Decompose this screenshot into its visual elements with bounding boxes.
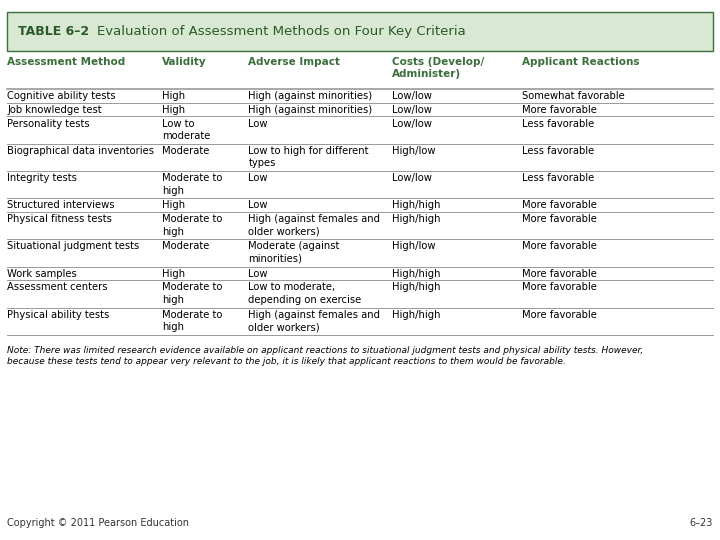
Text: Moderate (against
minorities): Moderate (against minorities) xyxy=(248,241,340,264)
Text: High (against females and
older workers): High (against females and older workers) xyxy=(248,214,380,237)
Text: High (against females and
older workers): High (against females and older workers) xyxy=(248,309,380,332)
Text: Validity: Validity xyxy=(162,57,207,67)
Text: Moderate to
high: Moderate to high xyxy=(162,309,222,332)
Text: High/high: High/high xyxy=(392,269,441,279)
Text: High/high: High/high xyxy=(392,309,441,320)
Text: Less favorable: Less favorable xyxy=(522,173,594,183)
Text: Low: Low xyxy=(248,173,268,183)
Text: Moderate to
high: Moderate to high xyxy=(162,214,222,237)
Text: Moderate: Moderate xyxy=(162,241,210,252)
Text: Moderate: Moderate xyxy=(162,146,210,156)
Text: High: High xyxy=(162,91,185,102)
Text: Work samples: Work samples xyxy=(7,269,77,279)
Text: More favorable: More favorable xyxy=(522,309,597,320)
Text: Low/low: Low/low xyxy=(392,91,432,102)
Text: Moderate to
high: Moderate to high xyxy=(162,282,222,305)
Text: Physical ability tests: Physical ability tests xyxy=(7,309,109,320)
Text: Low to high for different
types: Low to high for different types xyxy=(248,146,369,168)
Text: Assessment centers: Assessment centers xyxy=(7,282,108,292)
Text: More favorable: More favorable xyxy=(522,282,597,292)
Text: Note: There was limited research evidence available on applicant reactions to si: Note: There was limited research evidenc… xyxy=(7,346,644,367)
Text: High/high: High/high xyxy=(392,214,441,224)
Text: High (against minorities): High (against minorities) xyxy=(248,105,372,115)
Text: High/high: High/high xyxy=(392,200,441,211)
Text: High: High xyxy=(162,200,185,211)
Text: Low/low: Low/low xyxy=(392,105,432,115)
Text: More favorable: More favorable xyxy=(522,241,597,252)
Text: Low to
moderate: Low to moderate xyxy=(162,119,210,141)
Text: Situational judgment tests: Situational judgment tests xyxy=(7,241,140,252)
Text: Somewhat favorable: Somewhat favorable xyxy=(522,91,625,102)
Text: Personality tests: Personality tests xyxy=(7,119,90,129)
Text: More favorable: More favorable xyxy=(522,214,597,224)
Text: Structured interviews: Structured interviews xyxy=(7,200,114,211)
Text: Job knowledge test: Job knowledge test xyxy=(7,105,102,115)
Text: Low/low: Low/low xyxy=(392,173,432,183)
Text: Costs (Develop/
Administer): Costs (Develop/ Administer) xyxy=(392,57,485,79)
Text: More favorable: More favorable xyxy=(522,200,597,211)
Text: Adverse Impact: Adverse Impact xyxy=(248,57,341,67)
Text: Copyright © 2011 Pearson Education: Copyright © 2011 Pearson Education xyxy=(7,518,189,528)
Text: 6–23: 6–23 xyxy=(690,518,713,528)
Text: High/low: High/low xyxy=(392,146,436,156)
Text: Less favorable: Less favorable xyxy=(522,146,594,156)
FancyBboxPatch shape xyxy=(7,12,713,51)
Text: Less favorable: Less favorable xyxy=(522,119,594,129)
Text: High/low: High/low xyxy=(392,241,436,252)
Text: Moderate to
high: Moderate to high xyxy=(162,173,222,195)
Text: Low/low: Low/low xyxy=(392,119,432,129)
Text: High: High xyxy=(162,269,185,279)
Text: Evaluation of Assessment Methods on Four Key Criteria: Evaluation of Assessment Methods on Four… xyxy=(97,25,466,38)
Text: More favorable: More favorable xyxy=(522,105,597,115)
Text: Biographical data inventories: Biographical data inventories xyxy=(7,146,154,156)
Text: Applicant Reactions: Applicant Reactions xyxy=(522,57,639,67)
Text: Low: Low xyxy=(248,119,268,129)
Text: Physical fitness tests: Physical fitness tests xyxy=(7,214,112,224)
Text: High: High xyxy=(162,105,185,115)
Text: Integrity tests: Integrity tests xyxy=(7,173,77,183)
Text: Assessment Method: Assessment Method xyxy=(7,57,125,67)
Text: High (against minorities): High (against minorities) xyxy=(248,91,372,102)
Text: High/high: High/high xyxy=(392,282,441,292)
Text: TABLE 6–2: TABLE 6–2 xyxy=(18,25,89,38)
Text: More favorable: More favorable xyxy=(522,269,597,279)
Text: Low: Low xyxy=(248,269,268,279)
Text: Low: Low xyxy=(248,200,268,211)
Text: Low to moderate,
depending on exercise: Low to moderate, depending on exercise xyxy=(248,282,361,305)
Text: Cognitive ability tests: Cognitive ability tests xyxy=(7,91,116,102)
